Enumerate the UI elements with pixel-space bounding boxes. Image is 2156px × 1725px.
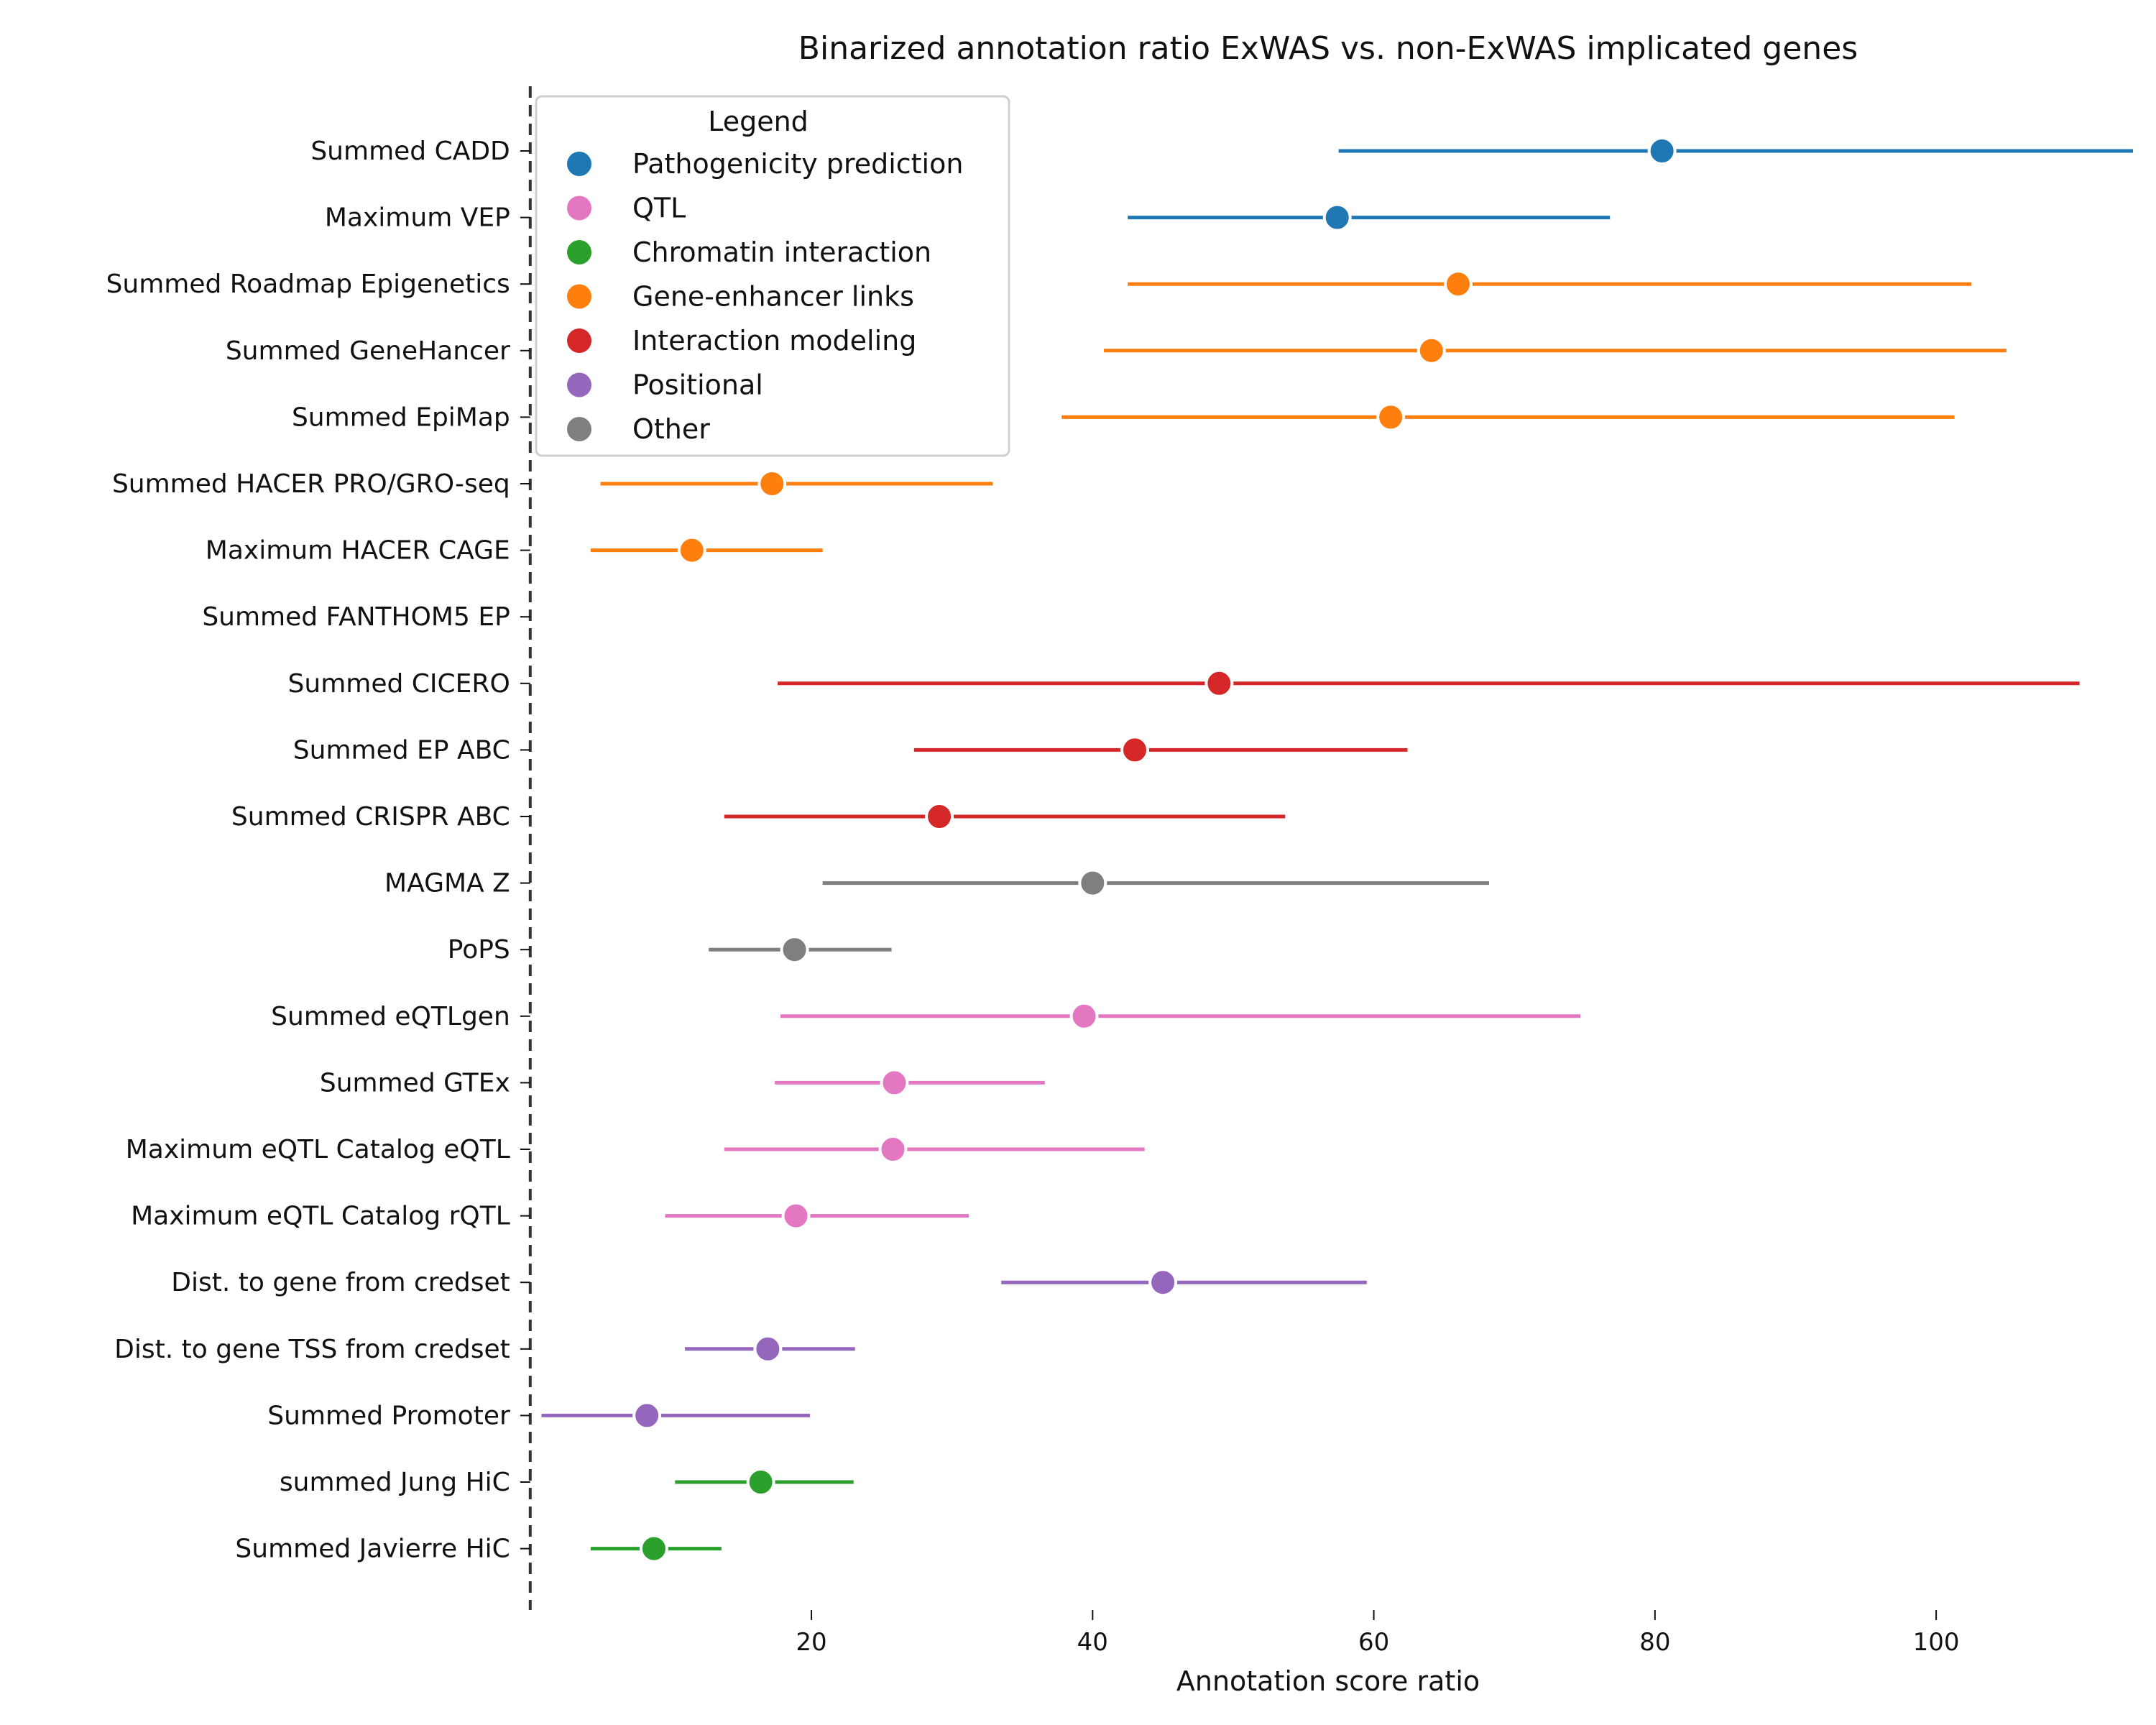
y-tick-label: Summed CICERO	[288, 669, 510, 699]
point-estimate	[677, 535, 706, 565]
x-axis: 20 40 60 80 100	[796, 1610, 1960, 1657]
x-tick-label: 60	[1358, 1628, 1389, 1657]
legend-label: Other	[632, 413, 710, 445]
legend-item: Pathogenicity prediction	[567, 148, 963, 180]
legend-label: Pathogenicity prediction	[632, 148, 963, 180]
point-estimate	[1647, 137, 1677, 165]
legend-item: Other	[567, 413, 710, 445]
y-tick-label: Maximum eQTL Catalog rQTL	[131, 1202, 510, 1231]
legend-marker	[567, 152, 591, 176]
legend-marker	[567, 196, 591, 221]
row: Maximum eQTL Catalog rQTL	[131, 1201, 969, 1231]
y-tick-label: Summed Roadmap Epigenetics	[106, 270, 510, 299]
point-estimate	[753, 1334, 783, 1363]
y-tick-label: Maximum eQTL Catalog eQTL	[126, 1135, 510, 1164]
legend-label: Gene-enhancer links	[632, 281, 914, 313]
x-tick-label: 20	[796, 1628, 826, 1657]
x-tick-label: 100	[1913, 1628, 1960, 1657]
y-tick-label: Dist. to gene TSS from credset	[114, 1335, 510, 1364]
point-estimate	[639, 1534, 668, 1563]
y-tick-label: Summed Javierre HiC	[235, 1535, 510, 1564]
row: PoPS	[448, 935, 892, 965]
point-estimate	[1078, 868, 1107, 898]
legend-marker	[567, 417, 591, 441]
y-tick-label: Maximum HACER CAGE	[206, 536, 510, 566]
point-estimate	[632, 1401, 662, 1430]
point-estimate	[1204, 668, 1234, 698]
y-tick-label: Summed CRISPR ABC	[231, 802, 510, 832]
legend-marker	[567, 328, 591, 353]
row: Summed GeneHancer	[226, 336, 2007, 366]
y-tick-label: MAGMA Z	[384, 869, 510, 898]
row: Summed Promoter	[267, 1401, 811, 1430]
legend-item: Chromatin interaction	[567, 236, 931, 268]
row: summed Jung HiC	[280, 1468, 854, 1497]
row: Maximum VEP	[325, 203, 1611, 233]
legend: Legend Pathogenicity prediction QTL Chromat…	[535, 95, 1010, 457]
y-tick-label: Summed eQTLgen	[271, 1002, 510, 1031]
row: Summed Javierre HiC	[235, 1534, 722, 1564]
point-estimate	[1120, 735, 1150, 765]
y-tick-label: Dist. to gene from credset	[171, 1268, 510, 1297]
y-tick-label: Maximum VEP	[325, 203, 510, 233]
row: Summed CADD	[310, 137, 2133, 166]
legend-title: Legend	[708, 106, 808, 137]
x-tick-label: 40	[1077, 1628, 1108, 1657]
point-estimate	[746, 1468, 775, 1496]
point-estimate	[878, 1135, 908, 1164]
legend-item: Interaction modeling	[567, 325, 916, 356]
y-tick-label: Summed Promoter	[267, 1401, 510, 1430]
row: Summed CRISPR ABC	[231, 802, 1286, 832]
point-estimate	[1416, 336, 1446, 365]
y-tick-label: Summed EpiMap	[292, 402, 510, 432]
legend-marker	[567, 240, 591, 264]
x-axis-label: Annotation score ratio	[1176, 1665, 1480, 1697]
point-estimate	[780, 935, 809, 965]
legend-label: Interaction modeling	[632, 325, 916, 356]
rows-group: Summed CADD Maximum VEP Summed Roadmap Epi…	[106, 137, 2133, 1564]
point-estimate	[925, 802, 954, 831]
row: Maximum HACER CAGE	[206, 535, 823, 566]
row: MAGMA Z	[384, 868, 1489, 898]
row: Dist. to gene from credset	[171, 1268, 1367, 1297]
row: Summed CICERO	[288, 668, 2080, 699]
point-estimate	[1322, 203, 1352, 232]
row: Summed EP ABC	[293, 735, 1408, 765]
y-tick-label: Summed FANTHOM5 EP	[202, 602, 510, 632]
y-tick-label: Summed GeneHancer	[226, 336, 510, 366]
legend-item: Gene-enhancer links	[567, 281, 914, 313]
point-estimate	[757, 469, 787, 498]
legend-label: Positional	[632, 369, 763, 401]
y-tick-label: Summed GTEx	[320, 1068, 510, 1098]
y-tick-label: PoPS	[448, 935, 510, 965]
point-estimate	[1148, 1268, 1178, 1297]
legend-marker	[567, 372, 591, 397]
legend-label: Chromatin interaction	[632, 236, 931, 268]
legend-item: Positional	[567, 369, 763, 401]
row: Summed FANTHOM5 EP	[202, 602, 530, 632]
legend-marker	[567, 284, 591, 309]
point-estimate	[781, 1201, 811, 1230]
row: Summed GTEx	[320, 1068, 1045, 1098]
point-estimate	[1443, 270, 1473, 299]
row: Summed EpiMap	[292, 402, 1955, 432]
point-estimate	[1069, 1001, 1099, 1031]
point-estimate	[880, 1068, 909, 1098]
y-tick-label: Summed CADD	[310, 137, 510, 166]
y-tick-label: Summed EP ABC	[293, 735, 510, 765]
legend-label: QTL	[632, 193, 686, 224]
row: Summed eQTLgen	[271, 1001, 1581, 1031]
x-tick-label: 80	[1639, 1628, 1670, 1657]
row: Dist. to gene TSS from credset	[114, 1334, 855, 1364]
row: Summed HACER PRO/GRO-seq	[112, 469, 993, 499]
legend-item: QTL	[567, 193, 686, 224]
y-tick-label: Summed HACER PRO/GRO-seq	[112, 469, 510, 499]
row: Maximum eQTL Catalog eQTL	[126, 1135, 1145, 1164]
y-tick-label: summed Jung HiC	[280, 1468, 510, 1497]
chart-title: Binarized annotation ratio ExWAS vs. non…	[798, 30, 1858, 67]
legend-frame	[535, 95, 1010, 457]
point-estimate	[1376, 402, 1406, 432]
row: Summed Roadmap Epigenetics	[106, 270, 1972, 299]
